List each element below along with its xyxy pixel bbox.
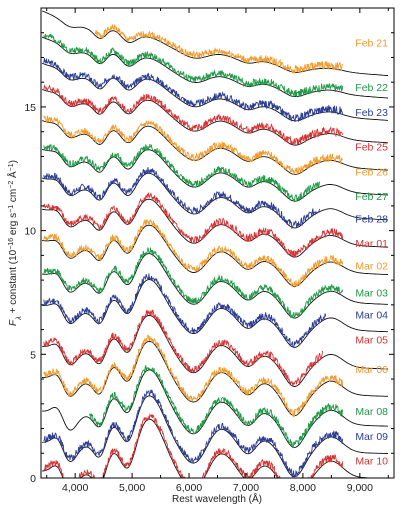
series-label: Feb 28 xyxy=(355,213,388,225)
series-label: Feb 26 xyxy=(355,166,388,178)
series-date-labels: Feb 21 Feb 22 Feb 23 Feb 25 Feb 26 Feb 27 Feb … xyxy=(355,38,388,468)
model-spectrum-line xyxy=(42,340,388,417)
observed-spectrum-line xyxy=(43,143,320,203)
model-spectrum-line xyxy=(42,418,388,478)
axis-ticks: 4,000 5,000 6,000 7,000 8,000 9,000 0 5 10 15 xyxy=(24,8,394,494)
observed-spectrum-line xyxy=(43,33,344,98)
series-label: Mar 10 xyxy=(355,456,388,468)
model-spectrum-line xyxy=(41,10,389,77)
y-axis-label: Fλ + constant (10−16 erg s−1 cm−2 Å−1) xyxy=(6,160,23,326)
series-label: Feb 27 xyxy=(355,191,388,203)
model-spectrum-line xyxy=(42,198,388,258)
model-spectrum-line xyxy=(41,89,389,146)
observed-spectrum-line xyxy=(43,247,344,319)
observed-spectrum-line xyxy=(43,309,324,387)
observed-spectrum-line xyxy=(43,412,344,478)
observed-spectrum-line xyxy=(43,58,344,122)
observed-spectrum-line xyxy=(43,84,344,146)
series-label: Feb 23 xyxy=(355,107,388,119)
observed-spectrum-line xyxy=(94,23,344,75)
x-tick-label: 9,000 xyxy=(347,482,373,494)
observed-spectrum-line xyxy=(88,365,343,449)
model-spectrum-line xyxy=(42,369,389,448)
x-tick-label: 5,000 xyxy=(119,482,145,494)
y-tick-label: 5 xyxy=(30,349,36,361)
series-label: Mar 05 xyxy=(355,334,388,346)
observed-spectrum-line xyxy=(43,334,344,418)
model-spectrum-line xyxy=(42,224,389,287)
x-tick-label: 7,000 xyxy=(233,482,259,494)
x-axis-label: Rest wavelength (Å) xyxy=(172,492,262,505)
series-label: Feb 22 xyxy=(355,82,388,94)
y-tick-label: 10 xyxy=(24,226,36,238)
series-label: Mar 08 xyxy=(355,406,388,418)
series-label: Mar 01 xyxy=(355,238,388,250)
observed-spectrum-line xyxy=(43,115,343,176)
observed-spectrum-line xyxy=(43,191,344,259)
y-axis-label-group: Fλ + constant (10−16 erg s−1 cm−2 Å−1) xyxy=(6,160,23,326)
x-tick-label: 6,000 xyxy=(176,482,202,494)
plot-area xyxy=(41,10,389,478)
model-spectrum-line xyxy=(41,36,389,99)
y-tick-label: 15 xyxy=(24,102,36,114)
y-tick-label: 0 xyxy=(30,473,36,485)
x-tick-label: 4,000 xyxy=(62,482,88,494)
observed-spectrum-line xyxy=(43,273,327,349)
series-label: Feb 21 xyxy=(355,38,388,50)
observed-spectrum-line xyxy=(43,167,320,230)
model-spectrum-line xyxy=(42,279,388,348)
x-tick-label: 8,000 xyxy=(290,482,316,494)
series-label: Mar 03 xyxy=(355,287,388,299)
series-label: Mar 02 xyxy=(355,260,388,272)
series-label: Mar 04 xyxy=(355,310,388,322)
plot-frame xyxy=(40,7,395,479)
observed-spectrum-line xyxy=(43,389,344,478)
observed-spectrum-line xyxy=(43,218,344,288)
series-label: Feb 25 xyxy=(355,142,388,154)
series-label: Mar 06 xyxy=(355,364,388,376)
model-spectrum-line xyxy=(41,148,389,202)
model-spectrum-line xyxy=(42,172,389,229)
series-label: Mar 09 xyxy=(355,431,388,443)
